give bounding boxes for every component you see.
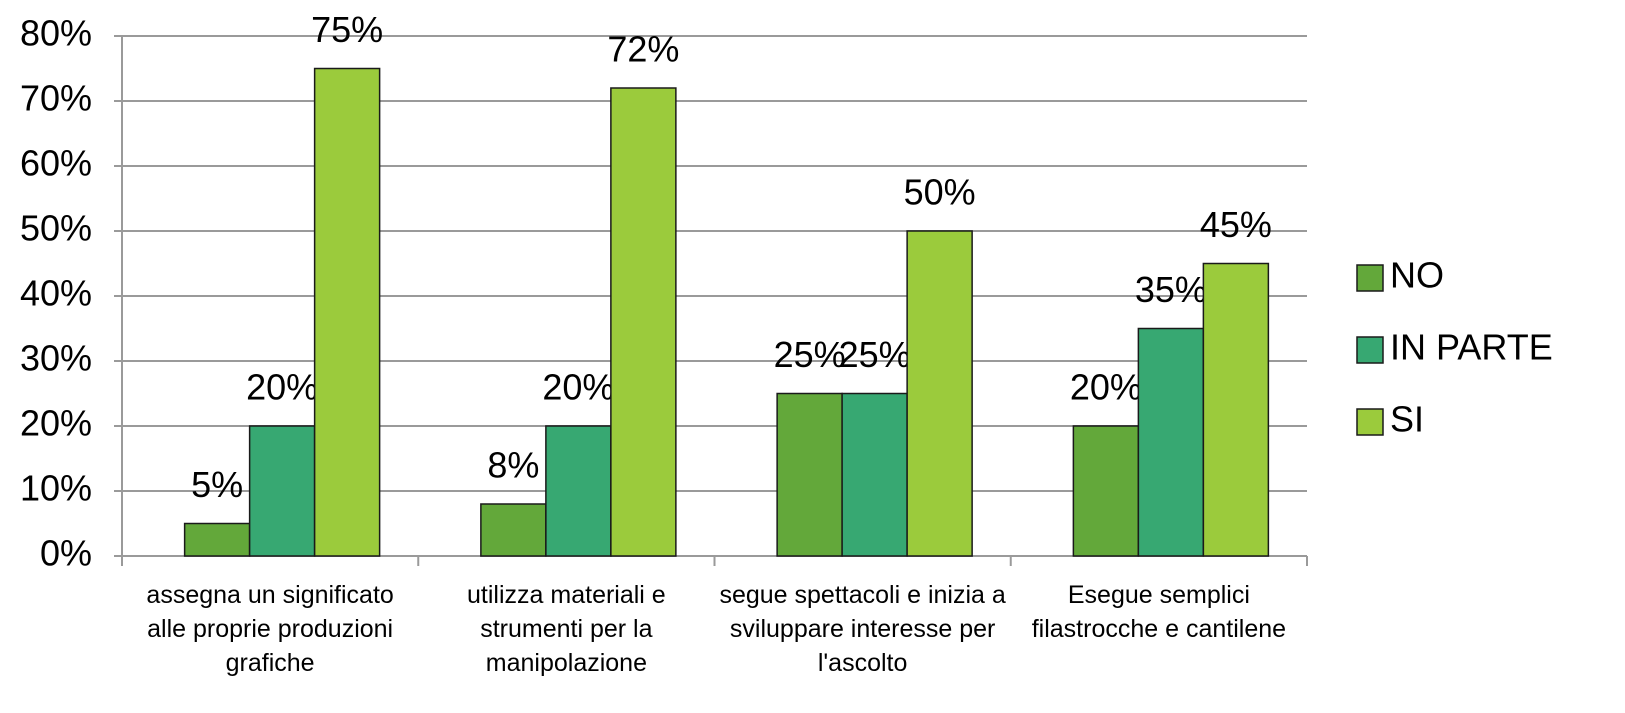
data-label: 20% [1070,367,1142,408]
y-tick-label: 50% [20,208,92,249]
x-tick-label: segue spettacoli e inizia a sviluppare i… [719,581,1006,677]
y-tick-label: 70% [20,78,92,119]
x-tick-label-box: Esegue semplici filastrocche e cantilene [1031,581,1287,643]
bar [183,522,251,557]
y-tick-label: 80% [20,13,92,54]
y-tick-label: 30% [20,338,92,379]
x-tick-label: utilizza materiali e strumenti per la ma… [467,581,666,677]
bar [545,425,612,557]
y-tick-label: 10% [20,468,92,509]
bar [1137,327,1205,557]
bar [248,425,316,557]
x-tick-label-box: segue spettacoli e inizia a sviluppare i… [719,581,1006,677]
y-tick-label: 40% [20,273,92,314]
data-label: 50% [904,172,976,213]
data-label: 5% [191,464,243,505]
bar [776,392,843,557]
data-label: 25% [774,334,846,375]
bar [1072,425,1140,557]
x-tick-label: assegna un significato alle proprie prod… [146,581,394,677]
legend-swatch [1356,408,1384,436]
bar [906,230,973,557]
legend-label: SI [1390,399,1424,440]
data-label: 20% [246,367,318,408]
legend-swatch [1356,336,1384,364]
data-label: 72% [607,29,679,70]
legend-swatch [1356,264,1384,292]
bar [610,87,677,557]
x-tick-label-box: assegna un significato alle proprie prod… [146,581,394,677]
y-tick-label: 0% [40,533,92,574]
legend-label: IN PARTE [1390,327,1553,368]
data-label: 25% [839,334,911,375]
y-tick-label: 20% [20,403,92,444]
bar [841,392,908,557]
bar [313,67,381,557]
y-tick-label: 60% [20,143,92,184]
data-label: 75% [311,9,383,50]
x-tick-label: Esegue semplici filastrocche e cantilene [1031,581,1287,643]
x-tick-label-box: utilizza materiali e strumenti per la ma… [467,581,666,677]
bar [1202,262,1270,557]
data-label: 35% [1135,269,1207,310]
data-label: 45% [1200,204,1272,245]
legend-label: NO [1390,255,1444,296]
data-label: 20% [542,367,614,408]
bar [480,503,547,557]
data-label: 8% [487,445,539,486]
